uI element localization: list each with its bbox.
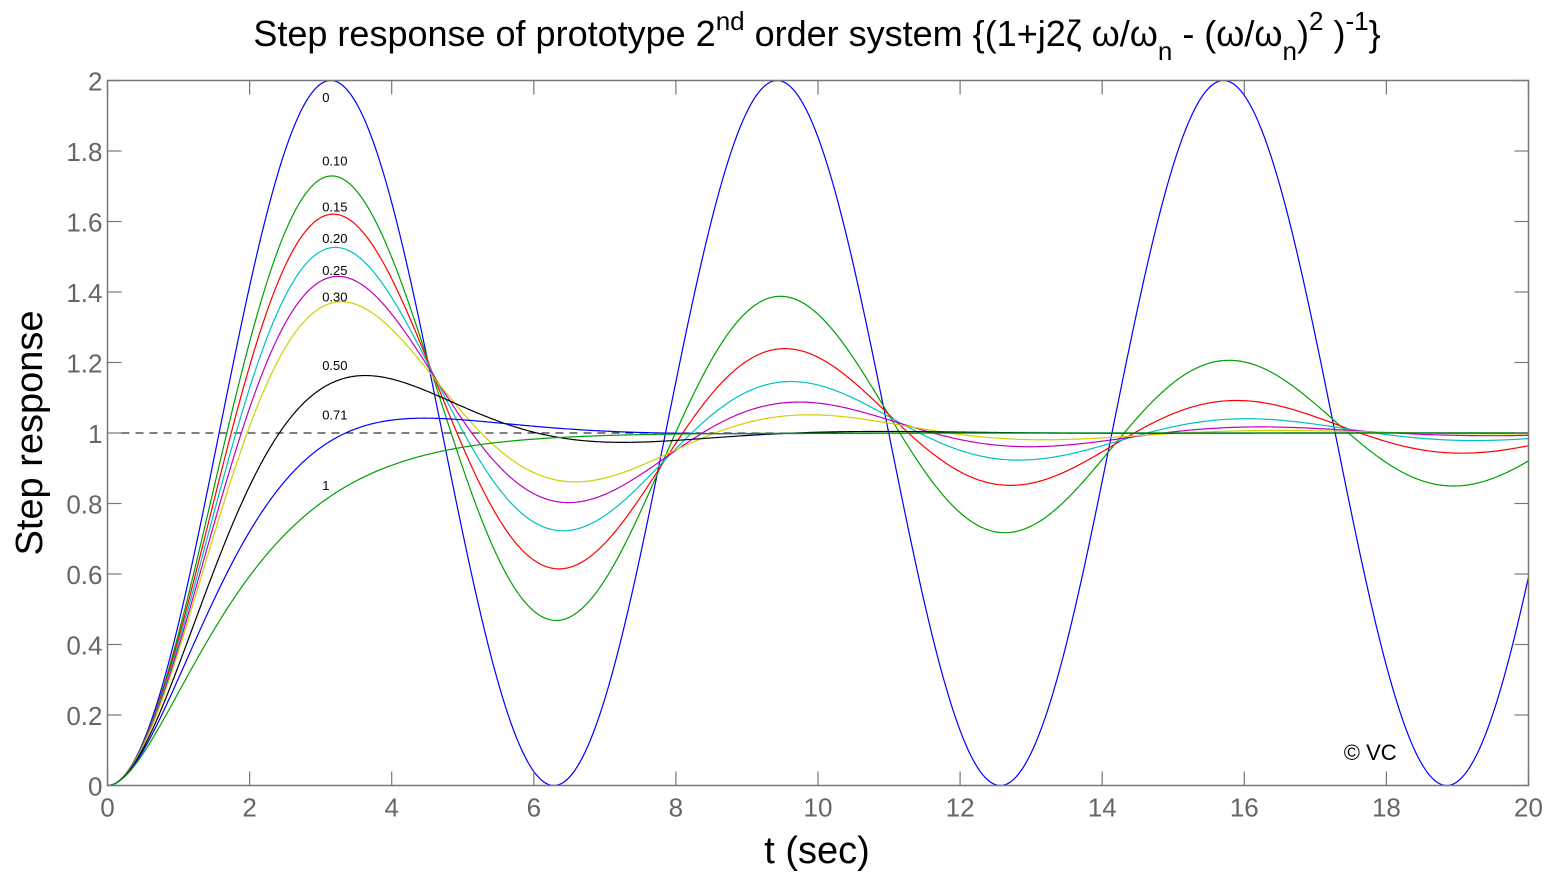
curve-label: 0.10 [322,154,347,169]
y-tick-label: 0.8 [66,490,102,520]
title-segment: n [1158,36,1172,66]
x-tick-label: 10 [804,793,833,823]
y-tick-label: 0 [88,772,102,802]
y-tick-label: 1.6 [66,208,102,238]
y-tick-label: 1 [88,419,102,449]
curve-labels: 0 0.10 0.15 0.20 0.25 0.30 0.50 0.71 1 © VC [322,90,1397,765]
curves [107,79,1530,787]
x-tick-label: 0 [100,793,114,823]
x-tick-label: 2 [242,793,256,823]
curve-label: 1 [322,478,329,493]
x-tick-label: 14 [1088,793,1117,823]
copyright-annotation: © VC [1344,740,1397,765]
y-tick-label: 1.2 [66,349,102,379]
title-segment: } [1369,13,1381,54]
y-tick-label: 0.4 [66,631,102,661]
x-tick-label: 20 [1514,793,1543,823]
title-segment: - (ω/ω [1172,13,1282,54]
series-line-zeta-1 [107,432,1529,787]
title-segment: ) [1297,13,1309,54]
chart-title: Step response of prototype 2nd order sys… [253,6,1380,66]
y-tick-label: 0.2 [66,701,102,731]
curve-label: 0 [322,90,329,105]
curve-label: 0.50 [322,358,347,373]
title-segment: 2 [1309,6,1323,36]
series-line-zeta-0.10 [107,175,1529,787]
series-line-zeta-0.50 [107,374,1529,787]
x-tick-label: 4 [384,793,398,823]
x-axis-label: t (sec) [764,830,870,872]
x-tick-label: 6 [527,793,541,823]
y-tick-label: 1.8 [66,137,102,167]
axis-ticks: 0 2 4 6 8 10 12 14 16 18 2000.20.40.60.811.21.41.6… [66,67,1543,823]
series-line-zeta-0.30 [107,301,1529,787]
x-tick-label: 12 [946,793,975,823]
y-tick-label: 2 [88,67,102,97]
curve-label: 0.15 [322,199,347,214]
title-segment: n [1283,36,1297,66]
x-tick-label: 18 [1372,793,1401,823]
title-segment: ) [1323,13,1345,54]
curve-label: 0.71 [322,407,347,422]
x-tick-label: 16 [1230,793,1259,823]
curve-label: 0.20 [322,231,347,246]
y-tick-label: 0.6 [66,560,102,590]
y-axis-label: Step response [9,310,51,555]
title-segment: -1 [1345,6,1368,36]
curve-label: 0.25 [322,263,347,278]
title-segment: nd [716,6,745,36]
series-line-zeta-0 [107,79,1530,787]
title-segment: order system {(1+j2ζ ω/ω [745,13,1158,54]
y-tick-label: 1.4 [66,278,102,308]
series-line-zeta-0.25 [107,275,1529,787]
series-line-zeta-0.20 [107,246,1529,787]
title-segment: Step response of prototype 2 [253,13,715,54]
curve-label: 0.30 [322,289,347,304]
series-line-zeta-0.15 [107,213,1529,787]
series-line-zeta-0.71 [107,417,1529,787]
x-tick-label: 8 [669,793,683,823]
